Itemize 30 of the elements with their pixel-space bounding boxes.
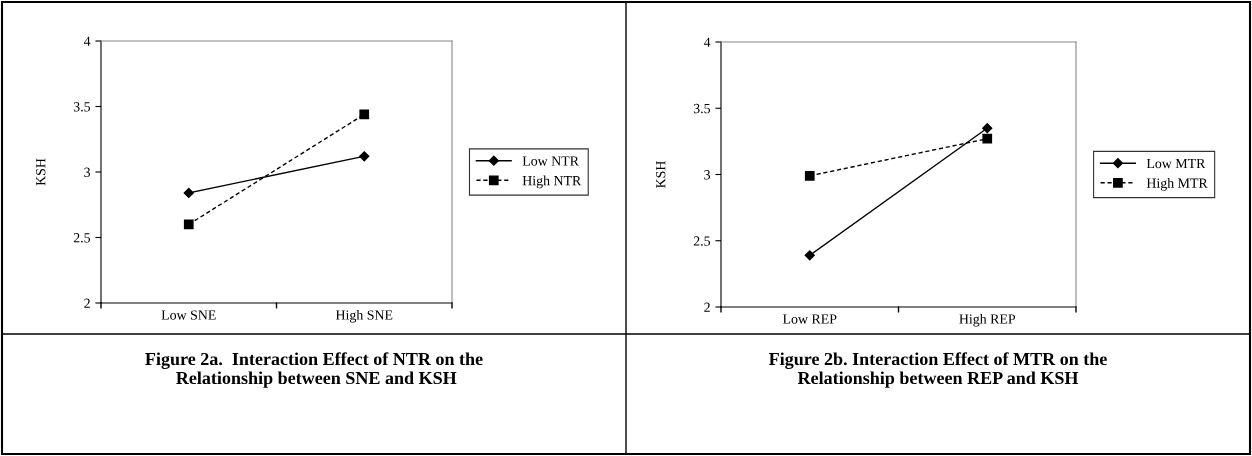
y-tick-label: 2	[84, 298, 90, 308]
y-tick-label: 4	[703, 37, 711, 47]
point	[982, 123, 993, 134]
point	[359, 109, 370, 120]
legend-label: High NTR	[522, 175, 582, 189]
legend-label: Low MTR	[1146, 158, 1206, 169]
text: Figure 2b. Interaction Effect of MTR on the Relationship between REP and KSH	[768, 352, 1107, 388]
y-axis-title: KSH	[656, 161, 666, 188]
y-tick-label: 4	[83, 36, 91, 46]
x-tick-label: Low SNE	[161, 310, 216, 320]
x-tick-label: High SNE	[335, 309, 393, 323]
text: Figure 2a. Interaction Effect of NTR on the Relationship between SNE and KSH	[145, 352, 483, 388]
x-tick-label: High REP	[959, 313, 1016, 327]
point	[359, 151, 370, 162]
point	[982, 133, 993, 144]
y-tick-label: 2.5	[693, 236, 711, 246]
y-tick-label: 2.5	[73, 233, 91, 243]
legend-label: High MTR	[1146, 178, 1208, 191]
point	[183, 187, 194, 199]
y-tick-label: 2	[704, 302, 710, 312]
point	[804, 250, 815, 261]
legend-label: Low NTR	[522, 156, 579, 166]
y-tick-label: 3	[84, 167, 91, 177]
point	[804, 170, 815, 181]
y-tick-label: 3	[704, 170, 711, 180]
x-tick-label: Low REP	[782, 314, 837, 324]
y-axis-title: KSH	[36, 158, 46, 186]
y-tick-label: 3.5	[693, 103, 711, 114]
point	[183, 219, 194, 230]
y-tick-label: 3.5	[73, 102, 91, 112]
